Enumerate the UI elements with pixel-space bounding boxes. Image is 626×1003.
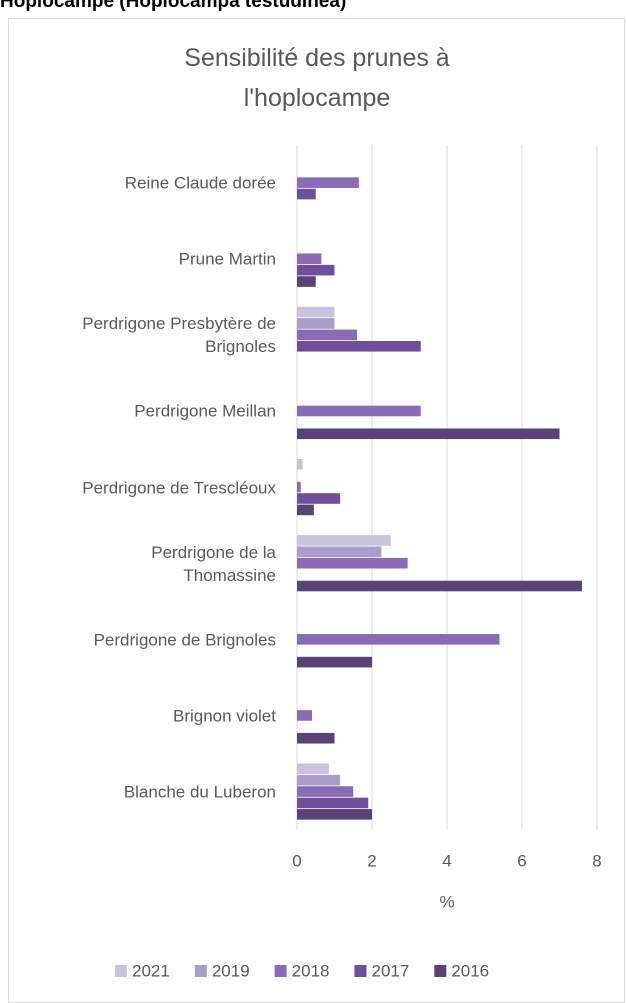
y-tick-label: Perdrigone de Trescléoux (82, 478, 276, 497)
legend-swatch (115, 965, 127, 977)
bar (297, 318, 335, 329)
y-tick-label: Prune Martin (178, 249, 276, 269)
legend-swatch (434, 965, 447, 977)
bar (297, 557, 408, 569)
x-tick-label: 2 (367, 851, 376, 870)
legend-swatch (354, 965, 367, 977)
legend-label: 2019 (212, 961, 250, 980)
y-tick-label: Perdrigone Presbytère de Brignoles (82, 314, 276, 357)
y-tick-label: Brignon violet (172, 706, 276, 726)
bar (297, 786, 354, 797)
bar (297, 188, 316, 200)
x-tick-label: 0 (292, 851, 301, 870)
y-tick-label: Perdrigone de Brignoles (93, 630, 276, 650)
y-tick-label: Blanche du Luberon (123, 782, 276, 802)
bar (297, 774, 341, 786)
bar (297, 634, 500, 645)
chart-border (8, 18, 625, 1003)
chart-title: Sensibilité des prunes à l'hoplocampe (184, 44, 450, 112)
x-axis-label: % (439, 892, 454, 911)
bar (297, 329, 357, 341)
bar (297, 580, 582, 592)
bar (297, 656, 372, 668)
bar (297, 276, 316, 287)
bar (297, 763, 329, 775)
bar (297, 428, 560, 440)
legend-label: 2017 (371, 961, 409, 980)
bar (297, 340, 421, 352)
bar (297, 306, 335, 318)
bar (297, 797, 369, 809)
y-tick-label: Reine Claude dorée (124, 173, 276, 193)
bar (297, 732, 335, 744)
y-tick-label: Perdrigone de la Thomassine (151, 542, 276, 585)
page-heading: Hoplocampe (Hoplocampa testudinea) (0, 0, 347, 12)
x-tick-label: 6 (517, 851, 526, 870)
bar (297, 264, 335, 276)
bar (297, 405, 421, 417)
bar (297, 710, 312, 721)
bar (297, 253, 322, 265)
x-tick-label: 8 (592, 851, 601, 870)
legend-swatch (194, 965, 207, 977)
bar (297, 459, 303, 470)
legend-label: 2018 (292, 961, 330, 980)
y-tick-label: Perdrigone Meillan (134, 401, 276, 421)
legend-label: 2021 (132, 961, 170, 980)
bar (297, 481, 301, 493)
bar (297, 535, 391, 546)
bar (297, 177, 359, 188)
legend-label: 2016 (451, 961, 489, 980)
bar (297, 504, 314, 516)
bar (297, 493, 341, 504)
bar (297, 809, 372, 820)
legend-swatch (274, 965, 287, 977)
x-tick-label: 4 (442, 851, 451, 870)
bar (297, 546, 382, 558)
